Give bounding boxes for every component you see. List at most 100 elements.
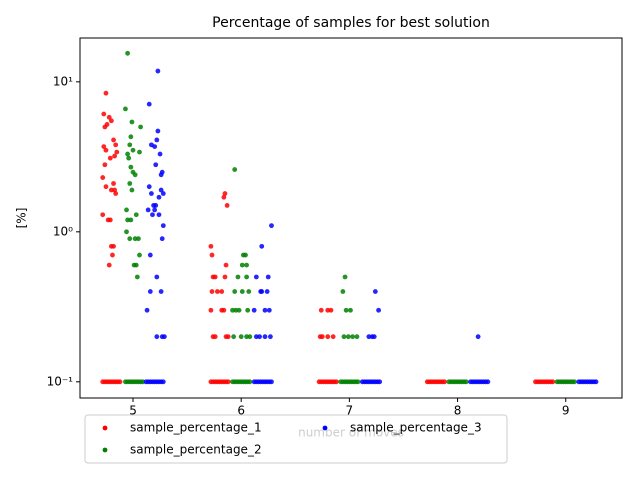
point [153, 162, 159, 168]
x-tick-label: 5 [129, 404, 137, 418]
point [239, 289, 245, 294]
point [246, 289, 252, 294]
point [235, 274, 241, 280]
plot-area [79, 37, 623, 399]
point [129, 187, 135, 193]
point [111, 243, 116, 249]
point [107, 155, 113, 161]
point [377, 379, 383, 385]
point [152, 207, 158, 213]
point [133, 212, 139, 218]
point [100, 175, 106, 180]
point [132, 172, 138, 178]
point [348, 307, 353, 313]
point [244, 262, 250, 268]
point [208, 307, 214, 313]
point [257, 334, 262, 340]
point [268, 334, 273, 340]
point [125, 50, 131, 56]
point [209, 289, 215, 294]
point [253, 274, 259, 280]
point [238, 334, 244, 340]
point [345, 334, 351, 340]
point [262, 334, 268, 340]
point [156, 194, 162, 200]
point [106, 114, 112, 120]
point [224, 203, 230, 208]
point [145, 207, 151, 213]
point [111, 181, 116, 186]
point [128, 164, 134, 170]
point [328, 307, 334, 313]
point [209, 252, 215, 258]
point [137, 252, 142, 258]
point [550, 379, 556, 385]
point [144, 307, 150, 313]
legend-marker [102, 425, 108, 431]
point [111, 137, 116, 143]
legend-marker [322, 425, 328, 431]
point [219, 289, 225, 294]
legend-box [84, 414, 508, 464]
point [350, 334, 356, 340]
point [127, 236, 133, 242]
point [318, 307, 324, 313]
point [136, 236, 141, 242]
point [269, 223, 274, 229]
point [221, 307, 227, 313]
point [114, 149, 120, 155]
point [161, 334, 167, 340]
point [330, 334, 336, 340]
point [133, 262, 139, 268]
point [123, 106, 128, 112]
point [243, 252, 248, 258]
point [231, 334, 237, 340]
point [354, 334, 360, 340]
point [463, 379, 469, 385]
point [137, 149, 142, 155]
legend-label: sample_percentage_3 [350, 421, 482, 435]
x-tick-label: 9 [562, 404, 570, 418]
point [333, 379, 339, 385]
point [146, 101, 152, 107]
y-axis-label: [%] [15, 208, 29, 229]
point [156, 212, 162, 218]
legend-label: sample_percentage_2 [130, 443, 262, 457]
point [208, 243, 214, 249]
y-tick-label: 10⁰ [53, 224, 73, 238]
point [160, 379, 166, 385]
point [107, 217, 113, 223]
point [221, 194, 227, 200]
point [232, 289, 238, 294]
point [265, 274, 271, 280]
point [571, 379, 577, 385]
point [134, 274, 140, 280]
point [343, 307, 349, 313]
point [147, 252, 153, 258]
point [264, 289, 270, 294]
point [214, 289, 220, 294]
chart-title: Percentage of samples for best solution [212, 15, 490, 31]
legend-marker [102, 447, 108, 453]
point [222, 274, 228, 280]
point [341, 334, 347, 340]
point [251, 307, 257, 313]
point [225, 334, 231, 340]
point [247, 379, 253, 385]
point [372, 289, 378, 294]
point [247, 334, 253, 340]
point [149, 191, 154, 196]
point [160, 191, 166, 196]
point [244, 274, 250, 280]
point [266, 307, 272, 313]
point [245, 307, 251, 313]
point [113, 142, 119, 148]
point [155, 128, 161, 134]
point [129, 119, 135, 125]
point [126, 155, 132, 161]
point [154, 334, 160, 340]
point [117, 379, 123, 385]
x-tick-label: 7 [346, 404, 354, 418]
